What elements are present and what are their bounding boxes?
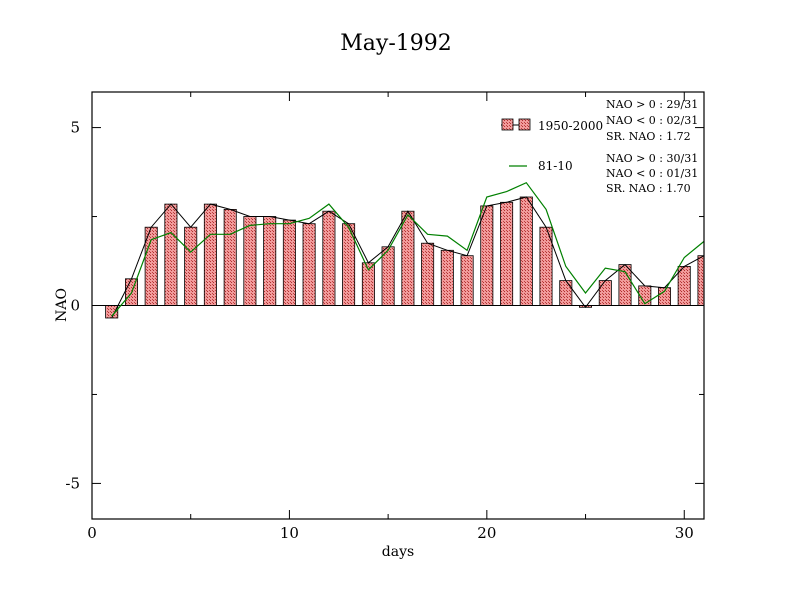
y-tick-label-5: 5 bbox=[70, 119, 80, 137]
bar-day-24 bbox=[559, 280, 573, 306]
bar-day-30 bbox=[677, 265, 691, 306]
bar-day-26 bbox=[598, 280, 612, 306]
legend-label-1950-2000: 1950-2000 bbox=[538, 119, 603, 133]
bar-day-31 bbox=[697, 255, 705, 306]
bar-day-18 bbox=[440, 249, 454, 306]
bar-day-22 bbox=[519, 196, 533, 306]
bar-day-20 bbox=[480, 205, 494, 306]
bar-day-16 bbox=[401, 210, 415, 306]
bar-day-8 bbox=[243, 216, 257, 306]
bar-day-10 bbox=[282, 219, 296, 306]
series-81-10-line bbox=[111, 181, 705, 317]
bar-series bbox=[105, 196, 705, 319]
bar-day-21 bbox=[500, 201, 514, 306]
x-tick-label-0: 0 bbox=[87, 524, 97, 542]
bar-day-17 bbox=[421, 242, 435, 306]
stats-1950-2000-pos: NAO > 0 : 29/31 bbox=[606, 98, 698, 111]
y-tick-label--5: -5 bbox=[65, 474, 80, 492]
bar-day-7 bbox=[223, 208, 237, 306]
stats-81-10-sr: SR. NAO : 1.70 bbox=[606, 182, 691, 195]
stats-annotations: NAO > 0 : 29/31 NAO < 0 : 02/31 SR. NAO … bbox=[606, 98, 698, 195]
chart-title: May-1992 bbox=[340, 31, 452, 56]
x-tick-label-20: 20 bbox=[477, 524, 496, 542]
legend-label-81-10: 81-10 bbox=[538, 159, 573, 173]
bar-day-15 bbox=[381, 246, 395, 306]
legend: 1950-2000 81-10 bbox=[501, 118, 603, 173]
bar-day-12 bbox=[322, 210, 336, 306]
bar-day-11 bbox=[302, 223, 316, 306]
bar-day-19 bbox=[460, 255, 474, 306]
y-tick-label-0: 0 bbox=[70, 297, 80, 315]
line-series bbox=[92, 181, 705, 319]
bar-day-6 bbox=[203, 203, 217, 306]
bar-day-5 bbox=[184, 226, 198, 306]
y-axis-label: NAO bbox=[54, 288, 70, 322]
axes: 0 10 20 30 -5 0 5 bbox=[65, 92, 704, 542]
stats-81-10-pos: NAO > 0 : 30/31 bbox=[606, 152, 698, 165]
stats-81-10-neg: NAO < 0 : 01/31 bbox=[606, 167, 698, 180]
x-tick-label-10: 10 bbox=[280, 524, 299, 542]
bar-day-4 bbox=[164, 203, 178, 306]
legend-bar-swatch-left bbox=[501, 118, 514, 131]
bar-day-9 bbox=[263, 216, 277, 306]
x-tick-label-30: 30 bbox=[675, 524, 694, 542]
stats-1950-2000-sr: SR. NAO : 1.72 bbox=[606, 130, 691, 143]
legend-bar-swatch-right bbox=[518, 118, 531, 131]
series-1950-2000-line bbox=[111, 196, 705, 319]
stats-1950-2000-neg: NAO < 0 : 02/31 bbox=[606, 114, 698, 127]
x-axis-label: days bbox=[382, 544, 414, 560]
